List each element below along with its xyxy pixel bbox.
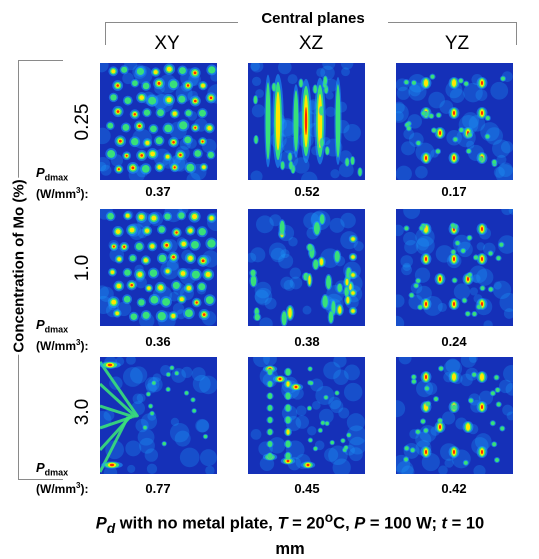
column-label-xz: XZ	[298, 33, 324, 54]
map-xz-3.0	[248, 357, 365, 474]
field-svg	[248, 357, 365, 474]
field-svg	[248, 63, 365, 180]
pdmax-value-xz-1.0: 0.38	[294, 334, 320, 349]
map-yz-1.0	[396, 209, 513, 326]
pdmax-value-xy-0.25: 0.37	[145, 184, 171, 199]
pdmax-value-xz-0.25: 0.52	[294, 184, 320, 199]
column-label-yz: YZ	[444, 33, 470, 54]
field-svg	[396, 357, 513, 474]
map-xy-3.0	[100, 357, 217, 474]
pdmax-value-xz-3.0: 0.45	[294, 481, 320, 496]
map-yz-0.25	[396, 63, 513, 180]
map-xz-0.25	[248, 63, 365, 180]
map-xy-0.25	[100, 63, 217, 180]
pdmax-value-xy-3.0: 0.77	[145, 481, 171, 496]
central-planes-title: Central planes	[238, 10, 388, 27]
field-svg	[396, 209, 513, 326]
map-xz-1.0	[248, 209, 365, 326]
figure-caption: Pd with no metal plate, T = 20oC, P = 10…	[95, 510, 485, 558]
pdmax-label-row1: Pdmax (W/mm3):	[36, 165, 89, 202]
field-svg	[248, 209, 365, 326]
map-yz-3.0	[396, 357, 513, 474]
pdmax-value-yz-0.25: 0.17	[441, 184, 467, 199]
field-svg	[100, 357, 217, 474]
pdmax-label-row2: Pdmax (W/mm3):	[36, 317, 89, 354]
field-svg	[100, 209, 217, 326]
column-label-xy: XY	[154, 33, 180, 54]
pdmax-label-row3: Pdmax (W/mm3):	[36, 460, 89, 497]
field-svg	[100, 63, 217, 180]
field-svg	[396, 63, 513, 180]
pdmax-value-yz-1.0: 0.24	[441, 334, 467, 349]
map-xy-1.0	[100, 209, 217, 326]
pdmax-value-xy-1.0: 0.36	[145, 334, 171, 349]
pdmax-value-yz-3.0: 0.42	[441, 481, 467, 496]
